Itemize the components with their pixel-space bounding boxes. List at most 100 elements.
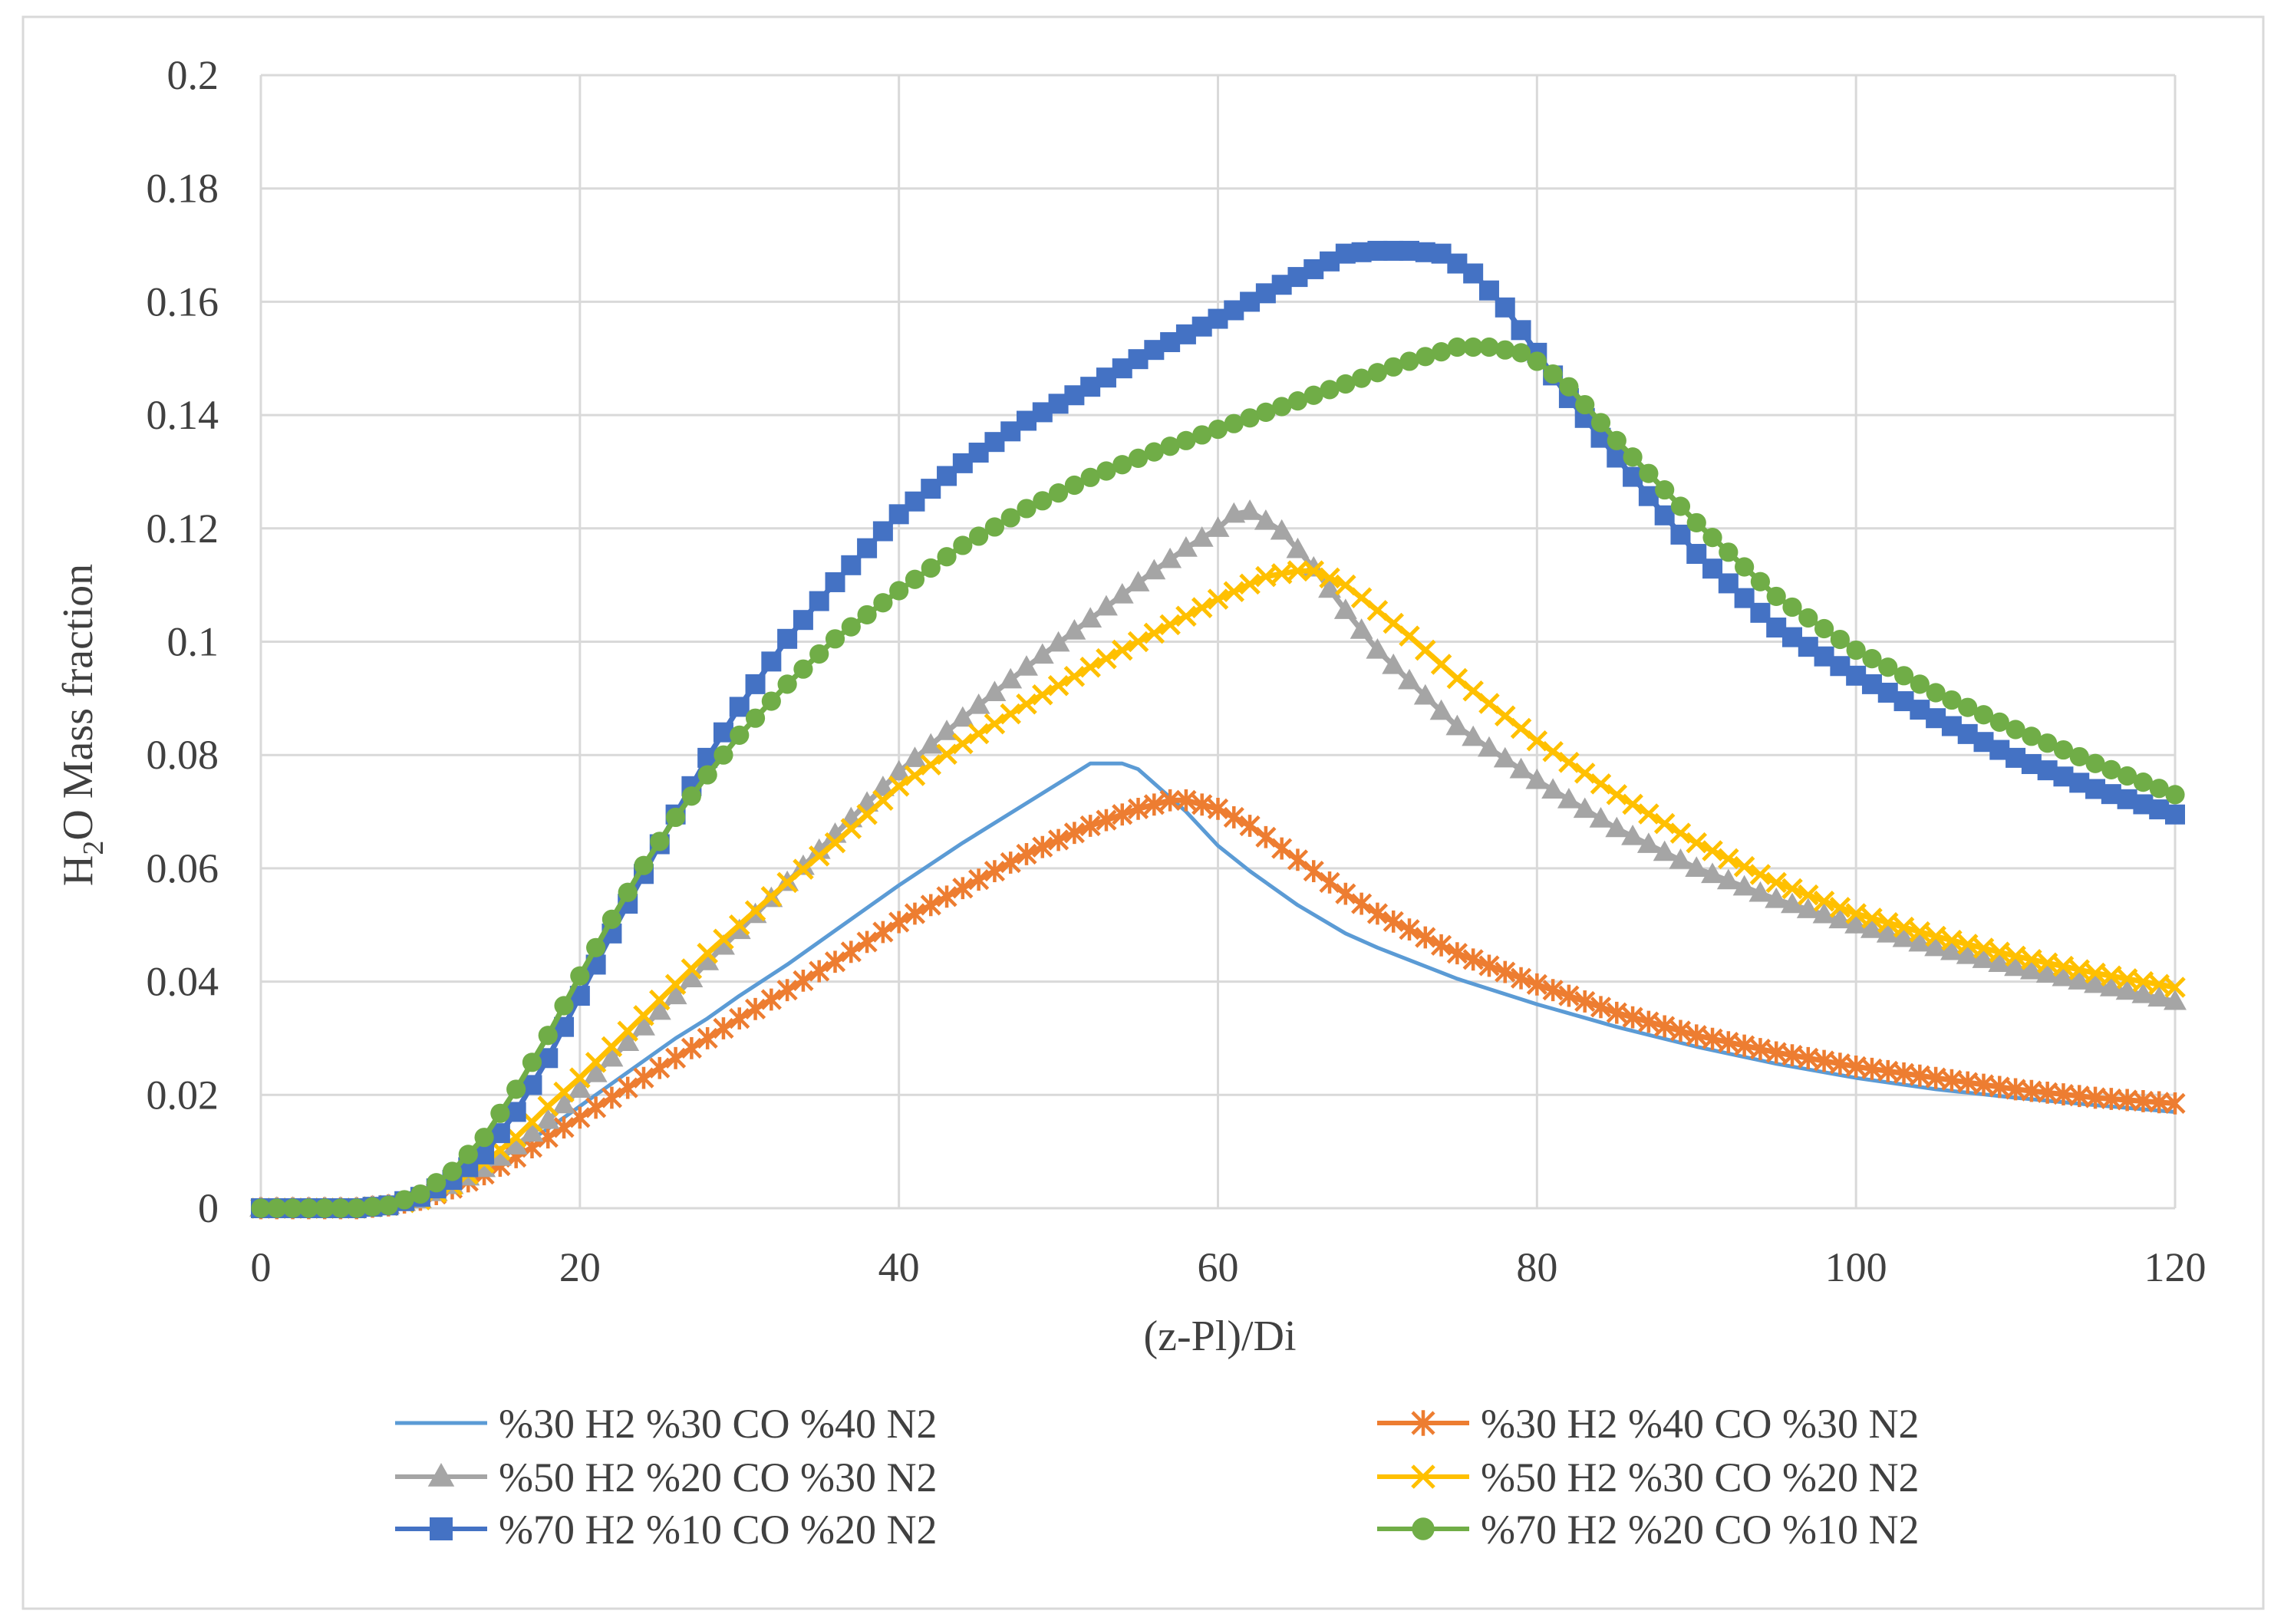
data-point	[809, 960, 830, 983]
data-point	[1621, 824, 1645, 845]
data-point	[1845, 903, 1867, 924]
data-point	[1382, 653, 1406, 674]
data-point	[649, 989, 671, 1011]
data-point	[1765, 887, 1788, 908]
data-point	[1079, 656, 1101, 678]
data-point	[2164, 977, 2186, 998]
data-point	[1718, 848, 1739, 870]
y-tick-label: 0.14	[147, 392, 219, 438]
data-point	[1782, 597, 1802, 618]
data-point	[1127, 631, 1149, 653]
data-point	[1239, 815, 1261, 837]
data-point	[2053, 740, 2074, 760]
data-point	[2084, 972, 2107, 993]
data-point	[1462, 725, 1485, 746]
data-point	[1509, 757, 1533, 779]
data-point	[1478, 280, 1499, 301]
data-point	[618, 882, 638, 902]
data-point	[1605, 816, 1629, 838]
data-point	[473, 1156, 496, 1178]
data-point	[2165, 785, 2185, 805]
data-point	[665, 807, 686, 828]
data-point	[1766, 586, 1786, 607]
x-tick-label: 40	[878, 1244, 920, 1290]
data-point	[2085, 1086, 2106, 1109]
data-point	[633, 1066, 654, 1089]
data-point	[1542, 979, 1564, 1002]
data-point	[1416, 347, 1435, 367]
data-point	[760, 988, 782, 1011]
data-point	[841, 617, 861, 637]
data-point	[1017, 499, 1037, 519]
data-point	[1048, 483, 1069, 503]
legend-label: %70 H2 %10 CO %20 N2	[499, 1507, 937, 1553]
data-point	[1830, 629, 1850, 650]
data-point	[1096, 461, 1116, 481]
data-point	[1958, 697, 1978, 717]
data-point	[1973, 937, 1995, 959]
data-point	[1430, 934, 1452, 957]
data-point	[1590, 996, 1612, 1019]
data-point	[824, 950, 846, 973]
data-point	[1128, 448, 1149, 469]
data-point	[1159, 614, 1181, 636]
data-point	[904, 902, 926, 925]
data-point	[315, 1198, 335, 1218]
data-point	[1255, 825, 1277, 848]
data-point	[1190, 526, 1214, 547]
data-point	[744, 997, 766, 1020]
data-point	[1096, 809, 1117, 832]
data-point	[713, 722, 733, 743]
y-tick-label: 0.2	[167, 52, 219, 98]
data-point	[2068, 959, 2091, 980]
data-point	[1702, 840, 1723, 861]
data-point	[1606, 784, 1628, 805]
data-point	[378, 1195, 398, 1215]
data-point	[1798, 1046, 1819, 1069]
data-point	[601, 1036, 623, 1058]
data-point	[2022, 726, 2042, 746]
data-point	[1812, 902, 1836, 924]
data-point	[282, 1198, 303, 1218]
data-point	[1669, 848, 1692, 869]
data-point	[1574, 763, 1596, 784]
data-point	[1143, 622, 1165, 644]
data-point	[1238, 499, 1262, 520]
data-point	[791, 854, 815, 875]
data-point	[1333, 598, 1357, 619]
data-point	[1814, 618, 1834, 639]
data-point	[1366, 637, 1389, 659]
data-point	[1765, 1041, 1787, 1064]
data-point	[2116, 968, 2138, 990]
data-point	[568, 1077, 592, 1098]
data-point	[2164, 1092, 2186, 1115]
data-point	[793, 610, 813, 631]
data-point	[347, 1198, 367, 1218]
data-point	[919, 733, 943, 754]
data-point	[1908, 931, 1932, 952]
data-point	[1429, 699, 1453, 720]
data-point	[967, 693, 990, 714]
data-point	[1000, 852, 1021, 874]
data-point	[1303, 560, 1325, 581]
legend-label: %30 H2 %30 CO %40 N2	[499, 1401, 937, 1447]
data-point	[2006, 720, 2025, 740]
data-point	[2148, 1091, 2170, 1114]
data-point	[1669, 822, 1692, 844]
data-point	[1144, 442, 1164, 462]
data-point	[1925, 925, 1946, 947]
series-markers	[250, 789, 2186, 1220]
data-point	[1796, 898, 1820, 918]
data-point	[1047, 828, 1069, 852]
data-point	[554, 996, 574, 1016]
data-point	[1670, 524, 1691, 545]
data-point	[1526, 730, 1548, 752]
y-tick-label: 0.18	[147, 166, 219, 212]
data-point	[1972, 947, 1996, 968]
data-point	[1142, 558, 1166, 580]
data-point	[1638, 1010, 1659, 1033]
data-point	[681, 786, 701, 806]
data-point	[808, 845, 830, 867]
data-point	[1320, 380, 1340, 400]
data-point	[1413, 684, 1437, 705]
